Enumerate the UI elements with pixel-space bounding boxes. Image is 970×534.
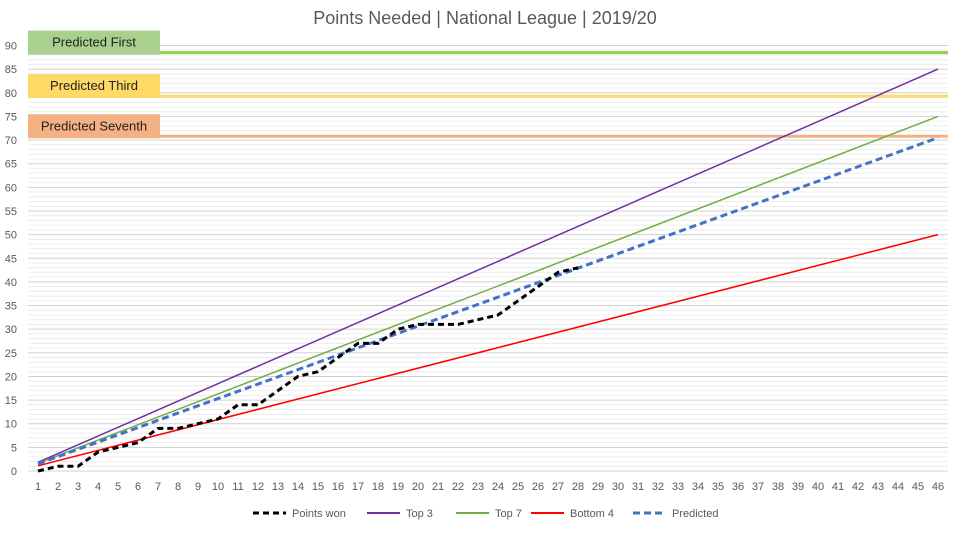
x-tick-label: 20 [412,481,424,493]
y-tick-label: 10 [5,419,17,431]
series-lines [37,68,939,473]
x-tick-label: 3 [75,481,81,493]
x-tick-label: 32 [652,481,664,493]
x-tick-label: 15 [312,481,324,493]
reference-label: Predicted Seventh [41,118,147,133]
x-tick-label: 9 [195,481,201,493]
x-tick-label: 6 [135,481,141,493]
reference-label: Predicted Third [50,78,138,93]
x-tick-label: 18 [372,481,384,493]
reference-label-box [28,30,160,55]
legend: Points won Top 3 Top 7 Bottom 4 Predicted [253,508,718,520]
y-tick-label: 0 [11,466,17,478]
x-tick-label: 41 [832,481,844,493]
x-tick-label: 2 [55,481,61,493]
series-line-points-won [37,266,579,473]
x-tick-label: 11 [232,481,243,493]
legend-label: Bottom 4 [570,508,614,520]
x-tick-label: 10 [212,481,224,493]
x-tick-label: 19 [392,481,404,493]
reference-label-box [28,114,160,139]
x-tick-label: 30 [612,481,624,493]
x-tick-label: 22 [452,481,464,493]
y-tick-label: 80 [5,88,17,100]
x-tick-label: 21 [432,481,444,493]
x-tick-label: 39 [792,481,804,493]
y-tick-label: 40 [5,277,17,289]
y-tick-label: 20 [5,371,17,383]
series-line-bottom-4 [37,233,939,467]
x-tick-label: 25 [512,481,524,493]
x-tick-label: 16 [332,481,344,493]
x-tick-label: 42 [852,481,864,493]
y-tick-label: 30 [5,324,17,336]
x-tick-label: 29 [592,481,604,493]
series-line-predicted [37,136,939,466]
x-tick-label: 45 [912,481,924,493]
x-tick-label: 46 [932,481,944,493]
x-tick-label: 40 [812,481,824,493]
x-tick-label: 44 [892,481,904,493]
y-tick-label: 55 [5,206,17,218]
x-tick-label: 12 [252,481,264,493]
y-tick-label: 50 [5,230,17,242]
x-tick-label: 26 [532,481,544,493]
x-tick-label: 33 [672,481,684,493]
x-tick-label: 43 [872,481,884,493]
x-tick-label: 13 [272,481,284,493]
series-line-top-7 [37,115,939,464]
y-tick-label: 45 [5,253,17,265]
y-tick-label: 70 [5,135,17,147]
x-tick-label: 5 [115,481,121,493]
x-tick-label: 27 [552,481,564,493]
legend-label: Top 7 [495,508,522,520]
x-tick-label: 24 [492,481,504,493]
x-axis-ticks: 1 2 3 4 5 6 7 8 9 10 11 12 13 14 15 16 17 18 19 20 21 22 23 24 2… [35,481,944,493]
x-tick-label: 17 [352,481,364,493]
gridlines [28,45,948,472]
legend-label: Top 3 [406,508,433,520]
x-tick-label: 23 [472,481,484,493]
legend-label: Points won [292,508,346,520]
legend-label: Predicted [672,508,718,520]
y-tick-label: 15 [5,395,17,407]
x-tick-label: 38 [772,481,784,493]
y-tick-label: 25 [5,348,17,360]
y-tick-label: 75 [5,111,17,123]
y-tick-label: 35 [5,301,17,313]
x-tick-label: 36 [732,481,744,493]
x-tick-label: 31 [632,481,644,493]
x-tick-label: 37 [752,481,764,493]
x-tick-label: 1 [35,481,41,493]
x-tick-label: 7 [155,481,161,493]
x-tick-label: 35 [712,481,724,493]
y-tick-label: 60 [5,182,17,194]
x-tick-label: 8 [175,481,181,493]
y-tick-label: 85 [5,64,17,76]
y-tick-label: 90 [5,41,17,53]
y-axis-ticks: 0 5 10 15 20 25 30 35 40 45 50 55 60 65 70 75 80 85 90 [5,41,17,479]
x-tick-label: 34 [692,481,704,493]
x-tick-label: 4 [95,481,101,493]
y-tick-label: 65 [5,159,17,171]
chart-title: Points Needed | National League | 2019/2… [313,8,657,28]
reference-lines: Predicted First Predicted Third Predicted … [28,30,948,139]
reference-label: Predicted First [52,35,136,50]
reference-label-box [28,74,160,99]
series-line-top-3 [37,68,939,463]
y-tick-label: 5 [11,442,17,454]
x-tick-label: 14 [292,481,304,493]
x-tick-label: 28 [572,481,584,493]
